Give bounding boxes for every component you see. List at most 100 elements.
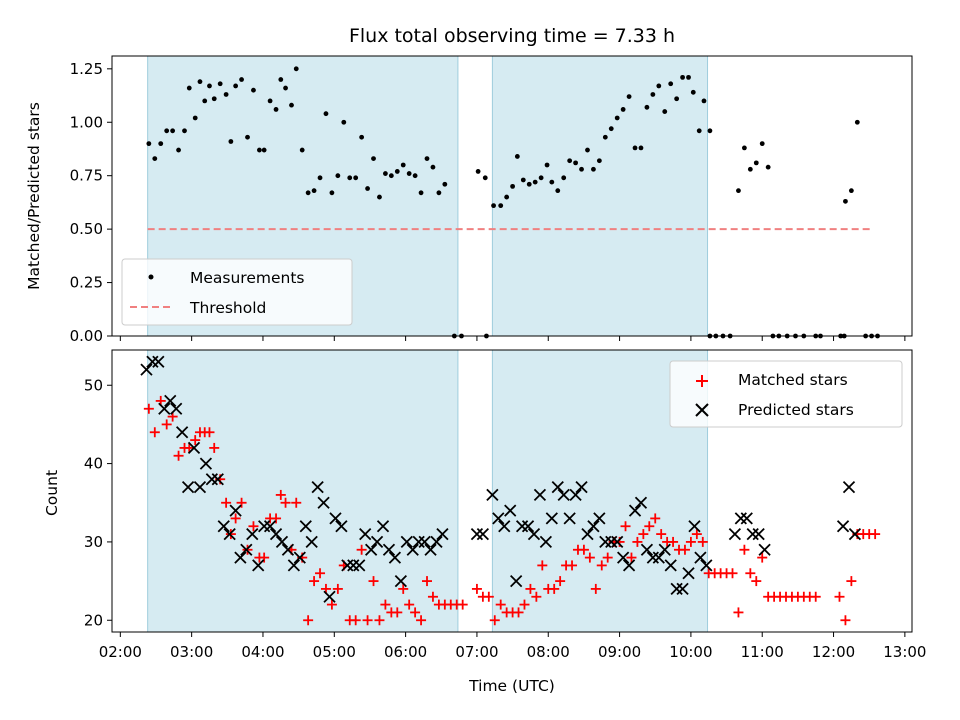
predicted-x-b — [382, 543, 396, 556]
predicted-x-b — [682, 567, 695, 580]
predicted-x-b — [539, 535, 553, 549]
measurement-point-90 — [674, 96, 680, 102]
matched-star-point-6 — [173, 450, 184, 461]
predicted-x-b — [670, 582, 683, 596]
bottom-ytick-label-3: 40 — [84, 455, 103, 473]
matched-star-point-22 — [259, 552, 270, 563]
measurement-point-101 — [736, 188, 741, 194]
matched-star-point-77 — [590, 583, 601, 594]
measurement-point-95 — [701, 98, 707, 104]
predicted-star-point-19 — [246, 527, 259, 541]
x-axis-label: Time (UTC) — [468, 677, 555, 695]
predicted-x-b — [199, 457, 213, 470]
matched-star-point-30 — [303, 615, 314, 626]
matched-star-point-41 — [368, 576, 379, 587]
predicted-x-b — [418, 535, 431, 549]
matched-star-point-13 — [209, 442, 220, 453]
measurement-point-65 — [526, 181, 532, 187]
predicted-x-b — [611, 535, 624, 549]
measurement-point-27 — [289, 102, 294, 108]
measurement-point-23 — [267, 98, 273, 104]
matched-star-point-1 — [143, 403, 154, 414]
matched-star-point-57 — [471, 583, 482, 594]
matched-star-point-115 — [834, 591, 845, 602]
measurement-point-86 — [650, 92, 656, 97]
bottom-shaded-intervals — [147, 349, 709, 633]
matched-star-point-86 — [644, 521, 655, 532]
predicted-x-b — [515, 520, 529, 533]
predicted-star-point-35 — [341, 559, 354, 572]
matched-star-point-64 — [513, 607, 524, 618]
matched-star-point-50 — [422, 576, 433, 587]
predicted-star-point-24 — [275, 535, 289, 549]
predicted-star-point-97 — [836, 520, 850, 533]
measurement-point-71 — [561, 175, 567, 181]
measurement-point-39 — [359, 134, 365, 140]
predicted-star-point-63 — [539, 535, 553, 549]
predicted-x-b — [664, 559, 677, 572]
matched-star-point-105 — [757, 552, 768, 563]
predicted-star-point-79 — [634, 496, 648, 509]
predicted-star-point-5 — [164, 394, 177, 408]
predicted-star-point-29 — [305, 535, 318, 549]
measurement-point-78 — [602, 134, 608, 140]
measurement-points — [146, 66, 880, 339]
measurement-point-104 — [753, 160, 759, 166]
predicted-x-b — [430, 535, 443, 549]
matched-star-point-17 — [230, 513, 241, 524]
measurement-point-34 — [329, 190, 335, 196]
predicted-star-point-76 — [617, 551, 630, 564]
predicted-x-b — [293, 551, 306, 564]
legend-matched-label: Matched stars — [738, 371, 848, 389]
matched-star-point-71 — [555, 576, 566, 587]
predicted-star-point-78 — [628, 504, 642, 517]
measurement-point-36 — [341, 119, 347, 125]
predicted-star-point-8 — [181, 480, 195, 494]
predicted-star-point-14 — [217, 520, 230, 533]
predicted-x-b — [323, 590, 336, 603]
predicted-star-point-70 — [581, 527, 594, 541]
predicted-star-point-74 — [605, 535, 618, 549]
predicted-star-point-58 — [510, 574, 523, 588]
predicted-star-point-37 — [353, 559, 366, 572]
measurement-point-22 — [261, 147, 267, 153]
matched-star-point-66 — [525, 583, 536, 594]
matched-star-point-18 — [236, 497, 247, 508]
matched-star-point-121 — [870, 529, 881, 540]
predicted-x-b — [376, 520, 390, 533]
predicted-x-b — [634, 496, 648, 509]
predicted-star-point-53 — [476, 527, 490, 541]
matched-star-point-20 — [248, 521, 259, 532]
predicted-x-b — [605, 535, 618, 549]
measurement-point-92 — [686, 74, 691, 80]
predicted-star-point-46 — [406, 543, 419, 556]
predicted-star-point-60 — [521, 520, 535, 533]
predicted-star-point-81 — [646, 551, 659, 564]
matched-star-point-56 — [457, 599, 468, 610]
measurement-point-106 — [765, 164, 771, 170]
predicted-x-b — [329, 512, 342, 525]
measurement-point-96 — [707, 128, 713, 134]
predicted-x-b — [581, 527, 594, 541]
predicted-star-point-84 — [664, 559, 677, 572]
matched-star-point-24 — [271, 513, 282, 524]
predicted-star-point-47 — [412, 535, 425, 549]
predicted-x-b — [275, 535, 289, 549]
matched-star-point-87 — [650, 513, 661, 524]
predicted-star-point-44 — [394, 574, 407, 588]
measurement-point-77 — [596, 158, 602, 164]
predicted-star-point-3 — [152, 355, 165, 368]
predicted-star-point-21 — [258, 520, 271, 533]
predicted-x-b — [335, 520, 348, 533]
predicted-x-b — [299, 520, 312, 533]
predicted-star-point-28 — [299, 520, 312, 533]
xtick-label-1: 02:00 — [99, 643, 142, 661]
predicted-x-b — [694, 551, 707, 564]
matched-star-point-104 — [751, 576, 762, 587]
measurement-point-6 — [176, 147, 181, 153]
matched-star-point-8 — [184, 442, 195, 453]
predicted-x-b — [388, 551, 402, 564]
top-ytick-label-5: 1.00 — [70, 113, 103, 131]
shaded-interval-2 — [491, 55, 709, 337]
matched-star-point-85 — [638, 529, 649, 540]
